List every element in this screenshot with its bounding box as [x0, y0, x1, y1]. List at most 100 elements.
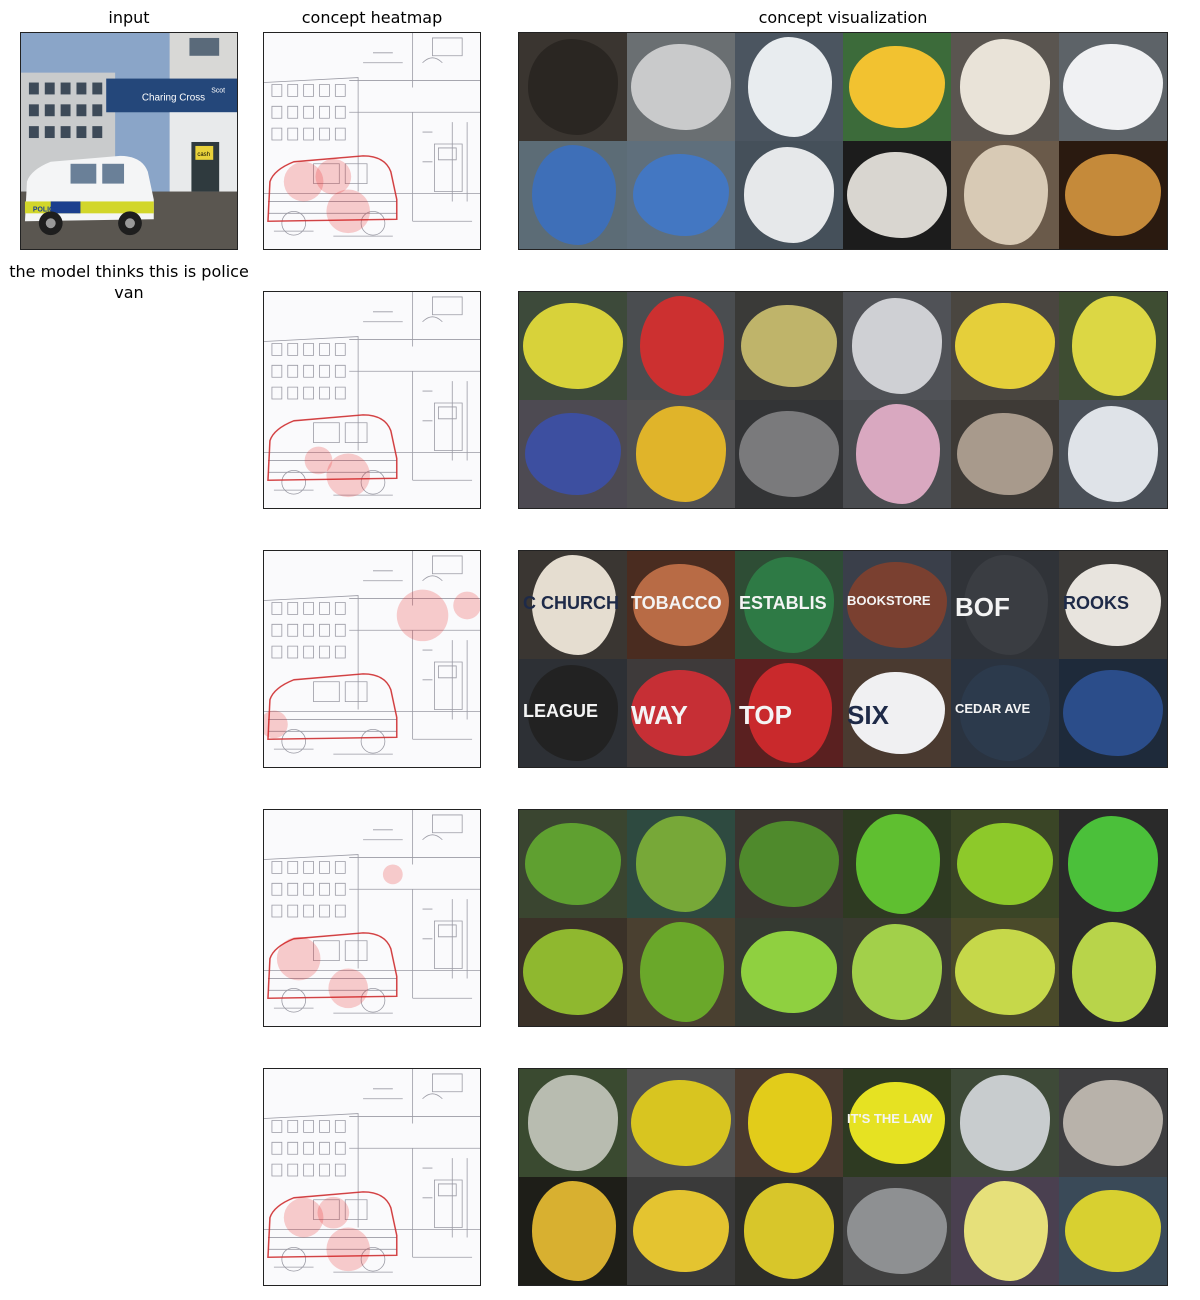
concept-example-tile: [1059, 918, 1167, 1026]
concept-example-tile: [627, 810, 735, 918]
concept-example-tile: [735, 141, 843, 249]
activation-spot: [283, 161, 324, 202]
sign-cash: cash: [197, 152, 210, 158]
concept-region: [957, 412, 1053, 496]
concept-example-tile: [951, 33, 1059, 141]
concept-heatmap-1: [263, 32, 481, 250]
concept-region: [639, 296, 725, 396]
concept-region: [527, 39, 619, 135]
concept-region: [1065, 563, 1161, 647]
sign-charing-cross: Charing Cross: [142, 92, 205, 103]
concept-region: [1065, 1189, 1161, 1273]
tile-sign-text: BOOKSTORE: [847, 593, 931, 609]
activation-spot: [326, 453, 371, 498]
concept-region: [1065, 153, 1161, 237]
concept-region: [855, 404, 941, 504]
concept-example-tile: [1059, 659, 1167, 767]
concept-example-tile: [627, 292, 735, 400]
concept-example-tile: [1059, 33, 1167, 141]
concept-example-tile: [519, 141, 627, 249]
concept-region: [849, 1081, 945, 1165]
tile-sign-text: CEDAR AVE: [955, 701, 1031, 717]
concept-heatmap-2: [263, 291, 481, 509]
concept-example-tile: [951, 918, 1059, 1026]
concept-example-tile: [519, 400, 627, 508]
concept-example-tile: [627, 141, 735, 249]
concept-example-tile: [951, 400, 1059, 508]
concept-region: [531, 1181, 617, 1281]
concept-example-tile: [627, 1177, 735, 1285]
activation-spot: [283, 1197, 324, 1238]
concept-region: [743, 1183, 835, 1279]
concept-region: [959, 39, 1051, 135]
concept-example-tile: [519, 1177, 627, 1285]
concept-example-tile: [735, 292, 843, 400]
concept-example-tile: [1059, 292, 1167, 400]
concept-region: [639, 922, 725, 1022]
concept-region: [963, 145, 1049, 245]
activation-spot: [326, 189, 371, 234]
concept-heatmap-5: [263, 1068, 481, 1286]
activation-spot: [328, 968, 369, 1009]
concept-example-tile: BOOKSTORE: [843, 551, 951, 659]
concept-region: [747, 1073, 833, 1173]
visualization-column-title: concept visualization: [758, 8, 928, 27]
concept-example-tile: [735, 400, 843, 508]
concept-heatmap-4: [263, 809, 481, 1027]
concept-region: [955, 928, 1055, 1016]
concept-example-tile: [1059, 1177, 1167, 1285]
concept-visualization-4: [518, 809, 1168, 1027]
concept-visualization-1: [518, 32, 1168, 250]
concept-region: [523, 302, 623, 390]
concept-example-tile: [519, 918, 627, 1026]
concept-region: [847, 1187, 947, 1275]
concept-example-tile: [843, 1177, 951, 1285]
concept-region: [849, 671, 945, 755]
activation-spot: [317, 1196, 350, 1229]
concept-region: [1071, 922, 1157, 1022]
activation-spot: [382, 864, 403, 885]
activation-spot: [326, 1227, 371, 1272]
concept-region: [741, 304, 837, 388]
concept-region: [739, 820, 839, 908]
concept-region: [525, 412, 621, 496]
activation-outline: [267, 155, 398, 223]
concept-example-tile: [519, 810, 627, 918]
activation-outline: [267, 1191, 398, 1259]
concept-example-tile: [843, 141, 951, 249]
concept-example-tile: IT'S THE LAW: [843, 1069, 951, 1177]
concept-example-tile: [627, 918, 735, 1026]
activation-spot: [276, 936, 321, 981]
concept-example-tile: SIX: [843, 659, 951, 767]
concept-region: [847, 561, 947, 649]
concept-region: [635, 406, 727, 502]
concept-example-tile: TOBACCO: [627, 551, 735, 659]
input-image: Charing Cross Scot cash POLICE: [20, 32, 238, 250]
concept-example-tile: [735, 918, 843, 1026]
concept-region: [633, 1189, 729, 1273]
concept-region: [631, 669, 731, 757]
concept-region: [855, 814, 941, 914]
concept-region: [523, 928, 623, 1016]
concept-region: [963, 555, 1049, 655]
concept-example-tile: [1059, 400, 1167, 508]
concept-region: [1067, 816, 1159, 912]
concept-region: [633, 563, 729, 647]
prediction-caption: the model thinks this is police van: [9, 262, 249, 302]
concept-region: [851, 298, 943, 394]
activation-outline: [267, 932, 398, 1000]
concept-region: [631, 43, 731, 131]
concept-visualization-5: IT'S THE LAW: [518, 1068, 1168, 1286]
concept-region: [847, 151, 947, 239]
concept-example-tile: [843, 33, 951, 141]
activation-spot: [315, 158, 352, 195]
concept-region: [635, 816, 727, 912]
concept-example-tile: [843, 400, 951, 508]
activation-spot: [304, 446, 333, 475]
concept-region: [955, 302, 1055, 390]
concept-example-tile: [843, 292, 951, 400]
concept-region: [849, 45, 945, 129]
concept-region: [743, 557, 835, 653]
concept-region: [747, 37, 833, 137]
concept-example-tile: [1059, 141, 1167, 249]
